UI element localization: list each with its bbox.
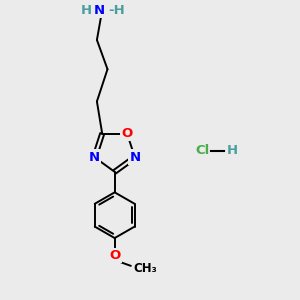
- Text: -H: -H: [108, 4, 124, 17]
- Text: O: O: [109, 249, 120, 262]
- Text: O: O: [122, 127, 133, 140]
- Text: N: N: [93, 4, 104, 17]
- Text: Cl: Cl: [196, 144, 210, 157]
- Text: H: H: [81, 4, 92, 17]
- Text: N: N: [129, 151, 140, 164]
- Text: N: N: [89, 151, 100, 164]
- Text: H: H: [227, 144, 238, 157]
- Text: CH₃: CH₃: [134, 262, 158, 275]
